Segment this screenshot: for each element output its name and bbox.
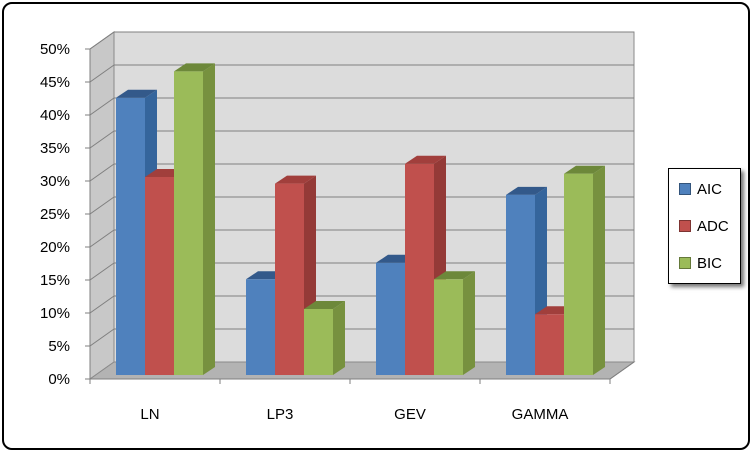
legend-item-bic: BIC — [679, 254, 722, 272]
legend-swatch — [679, 257, 691, 269]
bar-front — [116, 97, 145, 376]
bar-front — [506, 194, 535, 375]
y-tick-label: 20% — [40, 239, 70, 256]
bar-front — [246, 279, 275, 375]
bar-top — [434, 271, 475, 280]
gridline-diag — [89, 31, 115, 50]
bar-top — [304, 301, 345, 309]
bar-front — [434, 279, 463, 375]
x-tick-label-gamma: GAMMA — [512, 406, 569, 423]
gridline-diag — [89, 328, 115, 347]
gridline-diag — [89, 196, 115, 215]
legend-label: AIC — [697, 180, 723, 198]
x-axis-edge — [609, 361, 635, 380]
gridline-diag — [89, 262, 115, 281]
y-tick-label: 5% — [48, 338, 70, 355]
legend-item-adc: ADC — [679, 217, 729, 235]
y-tick-label: 15% — [40, 272, 70, 289]
gridline-diag — [89, 229, 115, 248]
y-tick-label: 45% — [40, 74, 70, 91]
bar-bic-gev — [434, 271, 475, 375]
y-tick-label: 35% — [40, 140, 70, 157]
bar-top — [275, 175, 316, 184]
bar-bic-lp3 — [304, 301, 345, 375]
bar-front — [405, 163, 434, 375]
y-tick-label: 0% — [48, 371, 70, 388]
bar-top — [564, 165, 605, 174]
legend-swatch — [679, 220, 691, 232]
bar-top — [116, 89, 157, 98]
y-tick-label: 30% — [40, 173, 70, 190]
bar-front — [174, 71, 203, 376]
y-tick-label: 40% — [40, 107, 70, 124]
gridline-diag — [89, 97, 115, 116]
x-axis: LN LP3 GEV GAMMA — [89, 361, 635, 423]
y-tick-label: 50% — [40, 41, 70, 58]
legend: AIC ADC BIC — [668, 168, 741, 284]
bar-front — [376, 262, 405, 375]
legend-label: ADC — [697, 217, 729, 235]
gridline-diag — [89, 295, 115, 314]
bar-top — [174, 63, 215, 72]
x-tick-label-gev: GEV — [394, 406, 426, 423]
legend-swatch — [679, 183, 691, 195]
x-tick-label-lp3: LP3 — [267, 406, 294, 423]
y-tick-label: 25% — [40, 206, 70, 223]
gridline-diag — [89, 64, 115, 83]
bars — [116, 63, 605, 376]
bar-front — [304, 309, 333, 375]
legend-label: BIC — [697, 254, 723, 272]
bar-bic-gamma — [564, 165, 605, 375]
gridline-diag — [89, 163, 115, 182]
bar-top — [506, 186, 547, 195]
y-axis: 0% 5% 10% 15% 20% 25% 30% 35% 40% 45% 50% — [40, 41, 91, 388]
bar-front — [275, 183, 304, 375]
legend-item-aic: AIC — [679, 180, 722, 198]
bar-side — [463, 271, 475, 375]
bar-side — [203, 63, 215, 376]
bar-side — [333, 301, 345, 375]
bar-front — [535, 314, 564, 375]
gridline-diag — [89, 130, 115, 149]
bar-bic-ln — [174, 63, 215, 376]
y-tick-label: 10% — [40, 305, 70, 322]
bar-top — [405, 155, 446, 164]
x-tick-label-ln: LN — [140, 406, 159, 423]
bar-front — [564, 173, 593, 375]
bar-side — [593, 165, 605, 375]
bar-front — [145, 177, 174, 375]
